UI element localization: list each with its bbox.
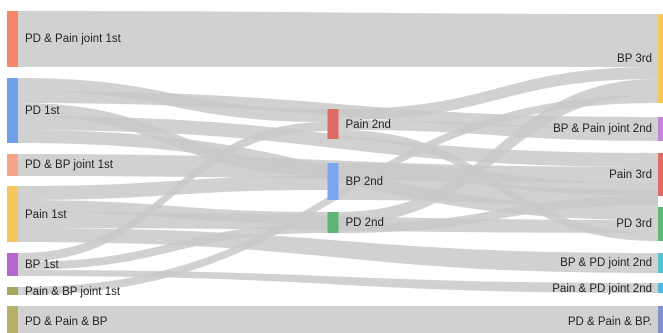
link-bp1-to-pain2 bbox=[18, 122, 328, 262]
node-pdpainbp3 bbox=[658, 306, 663, 333]
link-bp1-to-pd2 bbox=[18, 224, 328, 270]
node-pdpain1 bbox=[7, 11, 18, 67]
node-bp1 bbox=[7, 253, 18, 276]
link-pain2-to-bp3 bbox=[338, 67, 658, 120]
node-bp3 bbox=[658, 14, 663, 103]
link-pd2-to-pain3 bbox=[338, 196, 658, 233]
label-pain1: Pain 1st bbox=[25, 209, 67, 221]
node-bppain3 bbox=[658, 117, 663, 141]
node-bp2 bbox=[327, 163, 339, 200]
label-painpd2: Pain & PD joint 2nd bbox=[552, 283, 652, 295]
label-pd2: PD 2nd bbox=[346, 217, 384, 229]
link-bp1-to-painpd2 bbox=[18, 270, 658, 293]
node-bppd2 bbox=[658, 253, 663, 273]
label-bppd2: BP & PD joint 2nd bbox=[560, 257, 652, 269]
node-pdpainbp1 bbox=[7, 306, 18, 333]
node-pain3 bbox=[658, 153, 663, 196]
link-pain2-to-bppain3 bbox=[338, 120, 658, 141]
node-pain2 bbox=[327, 109, 339, 139]
label-pain3: Pain 3rd bbox=[609, 169, 652, 181]
link-pd2-to-bp3 bbox=[338, 79, 658, 224]
link-pdpainbp1-to-pdpainbp3 bbox=[18, 306, 658, 333]
node-pd3 bbox=[658, 207, 663, 241]
label-pain2: Pain 2nd bbox=[346, 119, 391, 131]
label-pd3: PD 3rd bbox=[616, 218, 652, 230]
node-pd2 bbox=[327, 212, 339, 233]
label-pdpainbp3: PD & Pain & BP. bbox=[568, 316, 652, 328]
label-pdpainbp1: PD & Pain & BP bbox=[25, 316, 108, 328]
node-pdbp1 bbox=[7, 154, 18, 176]
label-painbp1: Pain & BP joint 1st bbox=[25, 286, 121, 298]
label-bp3: BP 3rd bbox=[617, 53, 652, 65]
label-bp1: BP 1st bbox=[25, 259, 59, 271]
node-pain1 bbox=[7, 186, 18, 242]
label-pd1: PD 1st bbox=[25, 105, 60, 117]
label-pdpain1: PD & Pain joint 1st bbox=[25, 33, 122, 45]
node-pd1 bbox=[7, 78, 18, 143]
link-pdpain1-to-bp3 bbox=[18, 11, 658, 67]
label-pdbp1: PD & BP joint 1st bbox=[25, 159, 114, 171]
link-pain1-to-bppd2 bbox=[18, 228, 658, 273]
sankey-nodes bbox=[7, 11, 663, 333]
label-bppain3: BP & Pain joint 2nd bbox=[553, 123, 652, 135]
node-painbp1 bbox=[7, 287, 18, 295]
link-bp2-to-pain3 bbox=[338, 163, 658, 196]
sankey-links bbox=[18, 11, 658, 333]
sankey-labels: PD & Pain joint 1st PD 1st PD & BP joint 1… bbox=[25, 33, 652, 328]
node-painpd2 bbox=[658, 283, 663, 293]
label-bp2: BP 2nd bbox=[346, 176, 384, 188]
